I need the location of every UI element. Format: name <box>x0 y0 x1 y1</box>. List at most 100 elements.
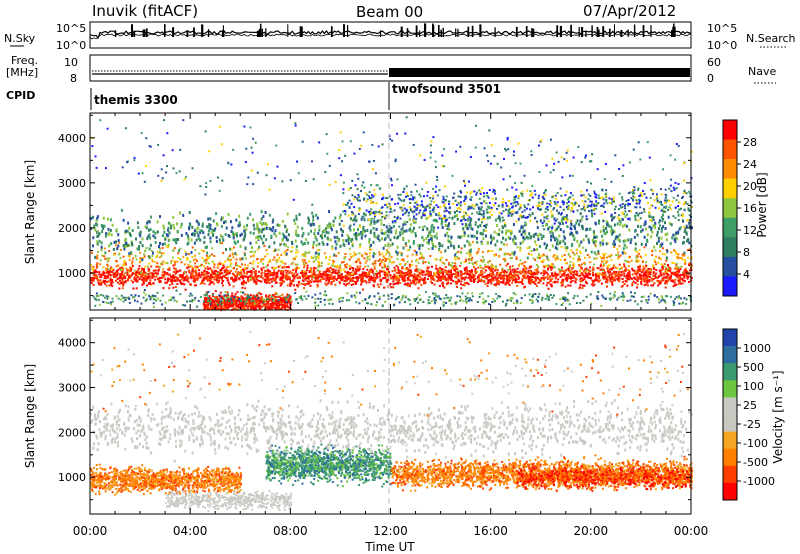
heatmap-cell <box>317 260 319 263</box>
heatmap-cell <box>609 268 612 271</box>
heatmap-cell <box>570 221 573 225</box>
heatmap-cell <box>307 216 310 220</box>
heatmap-cell <box>558 268 560 271</box>
heatmap-cell <box>405 268 408 271</box>
heatmap-cell <box>618 233 621 237</box>
heatmap-cell <box>586 254 589 256</box>
heatmap-cell <box>684 270 687 273</box>
heatmap-cell <box>309 275 312 277</box>
heatmap-cell <box>321 240 324 244</box>
heatmap-cell <box>265 274 268 277</box>
heatmap-cell <box>334 283 337 286</box>
heatmap-cell <box>658 256 661 259</box>
heatmap-cell <box>627 265 630 268</box>
heatmap-cell <box>239 257 242 260</box>
heatmap-cell <box>169 275 172 277</box>
heatmap-cell <box>669 267 672 270</box>
heatmap-cell <box>275 273 278 276</box>
heatmap-cell <box>140 271 142 274</box>
heatmap-cell <box>495 253 497 256</box>
heatmap-cell <box>128 275 130 278</box>
heatmap-cell <box>434 272 437 275</box>
heatmap-cell <box>138 273 141 275</box>
heatmap-cell <box>528 232 531 236</box>
heatmap-cell <box>325 277 328 280</box>
heatmap-cell <box>375 270 378 273</box>
heatmap-cell <box>263 274 266 277</box>
heatmap-cell <box>240 306 243 308</box>
heatmap-cell <box>657 276 660 279</box>
heatmap-cell <box>154 260 157 263</box>
heatmap-cell <box>439 259 442 262</box>
heatmap-cell <box>245 257 247 260</box>
heatmap-cell <box>282 272 285 275</box>
heatmap-cell <box>264 279 267 282</box>
heatmap-cell <box>148 282 150 285</box>
heatmap-cell <box>524 266 527 269</box>
heatmap-cell <box>464 272 467 275</box>
heatmap-cell <box>575 273 578 276</box>
heatmap-cell <box>489 278 492 281</box>
heatmap-cell <box>418 281 421 284</box>
heatmap-cell <box>144 225 147 229</box>
heatmap-cell <box>595 253 598 256</box>
heatmap-cell <box>689 218 691 222</box>
heatmap-cell <box>225 304 228 307</box>
heatmap-cell <box>537 271 540 274</box>
heatmap-cell <box>403 229 406 233</box>
heatmap-cell <box>172 223 175 227</box>
heatmap-cell <box>548 275 551 278</box>
heatmap-cell <box>104 276 107 279</box>
heatmap-cell <box>296 273 299 276</box>
heatmap-cell <box>147 219 150 223</box>
heatmap-cell <box>440 256 443 259</box>
heatmap-cell <box>106 276 109 279</box>
heatmap-cell <box>237 306 240 309</box>
heatmap-cell <box>508 284 511 286</box>
heatmap-cell <box>238 278 241 281</box>
heatmap-cell <box>582 269 585 272</box>
heatmap-cell <box>321 262 324 264</box>
heatmap-cell <box>374 253 377 256</box>
heatmap-cell <box>395 277 398 280</box>
heatmap-cell <box>490 265 493 268</box>
heatmap-cell <box>194 258 197 261</box>
heatmap-cell <box>205 254 208 257</box>
heatmap-cell <box>225 303 228 306</box>
heatmap-cell <box>303 274 306 277</box>
heatmap-cell <box>623 272 626 275</box>
heatmap-cell <box>254 280 257 283</box>
heatmap-cell <box>364 261 367 264</box>
heatmap-cell <box>295 245 298 248</box>
heatmap-cell <box>477 279 480 282</box>
heatmap-cell <box>263 245 266 247</box>
heatmap-cell <box>601 260 604 263</box>
heatmap-cell <box>409 273 412 275</box>
heatmap-cell <box>194 265 197 268</box>
heatmap-cell <box>227 306 230 309</box>
heatmap-cell <box>369 268 372 271</box>
heatmap-cell <box>280 283 283 286</box>
heatmap-cell <box>242 283 245 286</box>
heatmap-cell <box>549 278 552 281</box>
heatmap-cell <box>450 269 452 272</box>
heatmap-cell <box>450 276 453 278</box>
heatmap-cell <box>595 257 598 260</box>
heatmap-cell <box>143 255 146 258</box>
heatmap-cell <box>151 258 154 261</box>
heatmap-cell <box>683 276 686 279</box>
heatmap-cell <box>179 247 182 250</box>
heatmap-cell <box>372 255 375 258</box>
heatmap-cell <box>593 251 596 255</box>
heatmap-cell <box>211 281 214 284</box>
heatmap-cell <box>103 247 106 250</box>
heatmap-cell <box>639 225 642 229</box>
heatmap-cell <box>152 230 155 233</box>
heatmap-cell <box>219 263 222 266</box>
heatmap-cell <box>255 240 258 244</box>
heatmap-cell <box>329 223 332 227</box>
heatmap-cell <box>180 278 183 281</box>
heatmap-cell <box>90 279 93 282</box>
heatmap-cell <box>359 265 362 268</box>
heatmap-cell <box>350 283 353 286</box>
